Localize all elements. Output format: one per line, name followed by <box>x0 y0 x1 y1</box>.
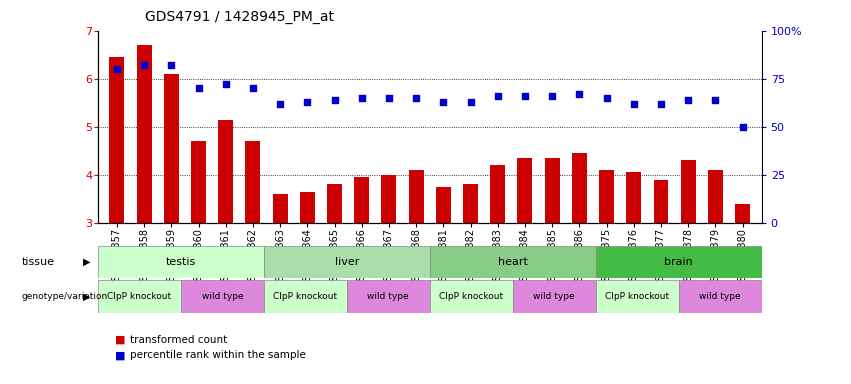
Text: ▶: ▶ <box>83 291 91 302</box>
Bar <box>708 170 722 223</box>
Text: ■: ■ <box>115 335 125 345</box>
Point <box>246 85 260 91</box>
Bar <box>626 172 642 223</box>
Text: wild type: wild type <box>534 292 575 301</box>
Point <box>382 95 396 101</box>
Point <box>110 66 123 72</box>
Bar <box>512 280 596 313</box>
Bar <box>679 280 762 313</box>
Text: wild type: wild type <box>368 292 409 301</box>
Bar <box>463 184 478 223</box>
Text: ClpP knockout: ClpP knockout <box>439 292 503 301</box>
Bar <box>98 280 180 313</box>
Bar <box>490 165 505 223</box>
Text: wild type: wild type <box>202 292 243 301</box>
Point <box>518 93 532 99</box>
Bar <box>98 246 264 278</box>
Bar <box>347 280 430 313</box>
Point <box>464 99 477 105</box>
Point <box>545 93 559 99</box>
Bar <box>681 161 695 223</box>
Bar <box>245 141 260 223</box>
Bar <box>180 280 264 313</box>
Point <box>191 85 205 91</box>
Bar <box>354 177 369 223</box>
Point <box>273 101 287 107</box>
Text: ▶: ▶ <box>83 257 91 267</box>
Point <box>709 97 722 103</box>
Point <box>654 101 668 107</box>
Point <box>437 99 450 105</box>
Point <box>573 91 586 97</box>
Point <box>409 95 423 101</box>
Bar <box>218 119 233 223</box>
Bar <box>327 184 342 223</box>
Point <box>600 95 614 101</box>
Bar <box>191 141 206 223</box>
Text: GDS4791 / 1428945_PM_at: GDS4791 / 1428945_PM_at <box>145 10 334 23</box>
Bar <box>110 57 124 223</box>
Text: ClpP knockout: ClpP knockout <box>107 292 171 301</box>
Bar <box>436 187 451 223</box>
Bar <box>264 280 347 313</box>
Text: genotype/variation: genotype/variation <box>21 292 107 301</box>
Bar <box>264 246 430 278</box>
Point <box>328 97 341 103</box>
Text: brain: brain <box>665 257 693 267</box>
Bar <box>654 180 669 223</box>
Text: wild type: wild type <box>700 292 741 301</box>
Text: percentile rank within the sample: percentile rank within the sample <box>130 350 306 360</box>
Point <box>682 97 695 103</box>
Point <box>164 62 178 68</box>
Text: tissue: tissue <box>21 257 54 267</box>
Text: ClpP knockout: ClpP knockout <box>605 292 669 301</box>
Bar <box>430 246 596 278</box>
Point <box>355 95 368 101</box>
Bar <box>408 170 424 223</box>
Bar <box>599 170 614 223</box>
Point <box>491 93 505 99</box>
Bar <box>545 158 560 223</box>
Text: ■: ■ <box>115 350 125 360</box>
Point <box>137 62 151 68</box>
Text: transformed count: transformed count <box>130 335 227 345</box>
Text: heart: heart <box>498 257 528 267</box>
Point <box>300 99 314 105</box>
Point <box>219 81 232 88</box>
Bar <box>272 194 288 223</box>
Text: liver: liver <box>334 257 359 267</box>
Bar <box>164 74 179 223</box>
Text: ClpP knockout: ClpP knockout <box>273 292 337 301</box>
Bar <box>596 280 679 313</box>
Bar <box>381 175 397 223</box>
Bar <box>735 204 750 223</box>
Point <box>736 124 750 130</box>
Text: testis: testis <box>166 257 196 267</box>
Bar <box>572 153 587 223</box>
Point <box>627 101 641 107</box>
Bar <box>300 192 315 223</box>
Bar <box>596 246 762 278</box>
Bar <box>517 158 533 223</box>
Bar <box>137 45 151 223</box>
Bar <box>430 280 512 313</box>
